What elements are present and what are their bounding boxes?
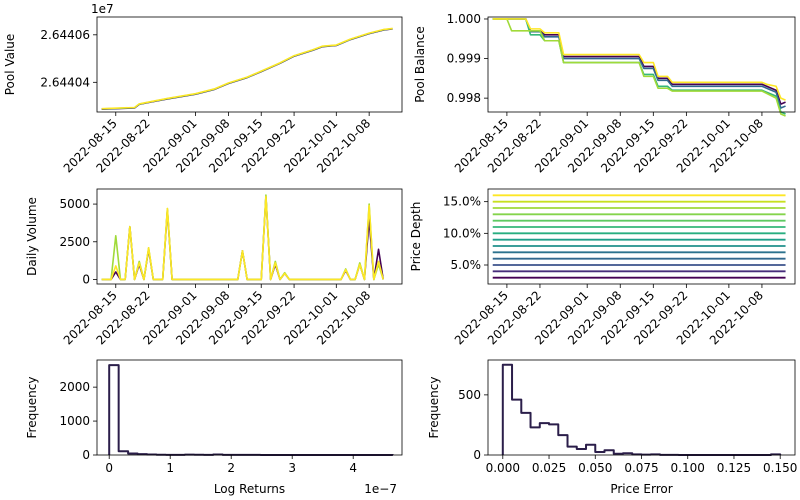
y-tick-label: 0 [473,448,481,462]
axes-frame-0 [96,16,403,113]
series-line-3 [492,18,786,117]
y-tick-label: 2.64404 [40,75,90,89]
series-line-2 [101,27,393,110]
x-axis-label: Log Returns [214,482,285,496]
y-tick-label: 2000 [59,380,90,394]
x-tick-label: 0.025 [532,461,566,475]
histogram-step [108,364,394,456]
axes-frame-4 [96,359,403,456]
x-tick-label: 3 [288,461,296,475]
x-offset-label: 1e−7 [364,482,397,496]
x-tick-label: 0.100 [671,461,705,475]
x-tick-label: 0.150 [763,461,797,475]
axes-frame-1 [487,16,796,113]
y-tick-label: 2.64406 [40,28,90,42]
series-line-2 [101,195,385,281]
y-tick-label: 500 [458,388,481,402]
x-tick-label: 0.075 [624,461,658,475]
y-axis-label: Pool Balance [413,26,427,103]
y-tick-label: 1000 [59,414,90,428]
series-line-0 [101,28,393,110]
series-line-4 [492,18,786,101]
y-tick-label: 15.0% [443,195,481,209]
series-line-1 [101,194,384,281]
y-tick-label: 0 [82,272,90,286]
series-line-0 [101,195,385,281]
x-tick-label: 1 [166,461,174,475]
axes-frame-2 [96,188,403,285]
x-tick-label: 0.000 [486,461,520,475]
x-tick-label: 0.125 [717,461,751,475]
y-axis-label: Frequency [427,377,441,439]
y-tick-label: 0.999 [447,52,481,66]
x-tick-label: 2 [227,461,235,475]
x-tick-label: 4 [349,461,357,475]
series-line-2 [492,18,786,115]
series-line-1 [101,27,393,110]
x-axis-label: Price Error [610,482,672,496]
y-axis-label: Daily Volume [25,197,39,276]
x-tick-label: 0 [105,461,113,475]
axes-frame-3 [487,188,796,285]
histogram-step [501,363,782,456]
y-tick-label: 5.0% [451,258,482,272]
axes-frame-5 [487,359,796,456]
y-axis-label: Frequency [25,377,39,439]
y-tick-label: 1.000 [447,12,481,26]
y-offset-label: 1e7 [91,2,114,16]
y-axis-label: Pool Value [3,34,17,96]
y-axis-label: Price Depth [409,202,423,272]
y-tick-label: 2500 [59,235,90,249]
y-tick-label: 5000 [59,197,90,211]
y-tick-label: 0 [82,448,90,462]
y-tick-label: 10.0% [443,226,481,240]
y-tick-label: 0.998 [447,91,481,105]
x-tick-label: 0.050 [578,461,612,475]
